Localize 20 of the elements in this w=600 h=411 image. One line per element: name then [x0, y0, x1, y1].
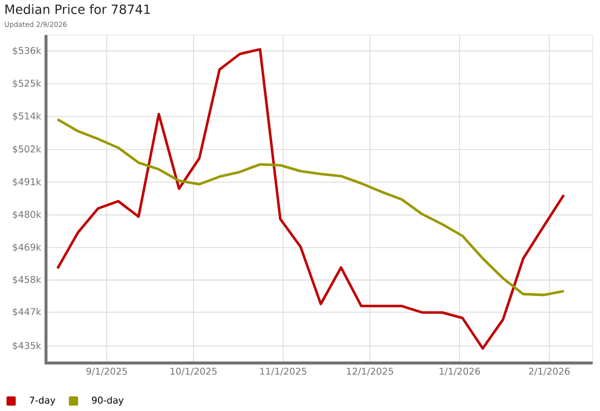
legend-label: 7-day — [30, 396, 56, 406]
y-tick-label: $447k — [12, 308, 42, 316]
y-tick-label: $458k — [12, 276, 42, 284]
x-tick-label: 11/1/2025 — [260, 368, 306, 376]
x-tick-label: 10/1/2025 — [170, 368, 217, 376]
x-tick-label: 9/1/2025 — [86, 368, 127, 376]
x-tick-label: 12/1/2025 — [347, 368, 394, 376]
chart-title: Median Price for 78741 — [6, 4, 150, 14]
y-tick-label: $536k — [12, 46, 42, 56]
legend-label: 90-day — [92, 396, 124, 406]
y-tick-label: $469k — [12, 243, 42, 252]
y-tick-label: $435k — [12, 342, 42, 350]
y-tick-label: $525k — [12, 80, 42, 88]
x-tick-label: 1/1/2026 — [440, 368, 480, 376]
y-tick-label: $480k — [12, 210, 42, 220]
y-tick-label: $514k — [12, 112, 42, 121]
y-tick-label: $502k — [12, 145, 42, 154]
y-tick-label: $491k — [12, 178, 42, 186]
line-series — [56, 118, 566, 296]
x-tick-label: 2/1/2026 — [529, 368, 570, 376]
